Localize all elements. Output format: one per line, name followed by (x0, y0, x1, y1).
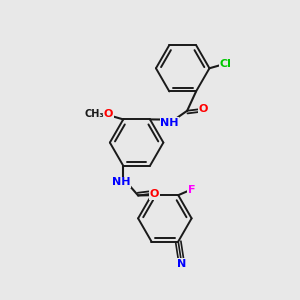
Text: CH₃: CH₃ (85, 109, 104, 119)
Text: O: O (104, 109, 113, 119)
Text: NH: NH (160, 118, 178, 128)
Text: O: O (150, 189, 159, 199)
Text: N: N (177, 259, 186, 269)
Text: Cl: Cl (220, 59, 232, 69)
Text: F: F (188, 185, 195, 195)
Text: O: O (199, 104, 208, 114)
Text: NH: NH (112, 177, 130, 187)
